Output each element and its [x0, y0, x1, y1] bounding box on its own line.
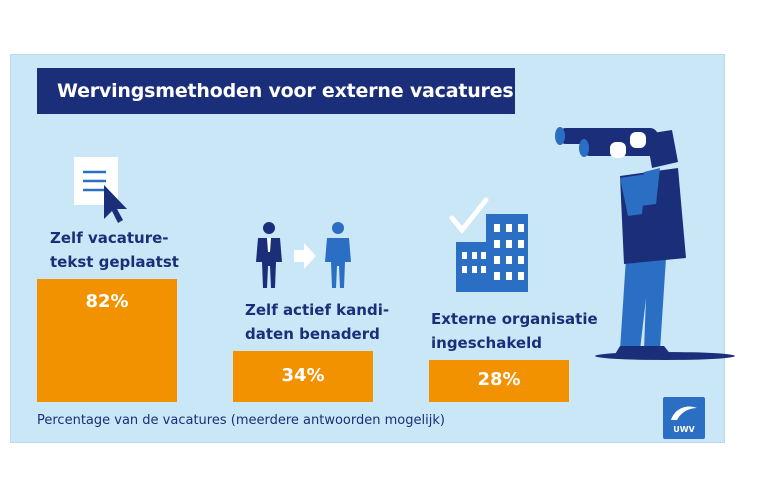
bar-value-label-2: 34%: [281, 364, 325, 386]
uwv-logo: UWV: [663, 397, 705, 439]
logo-text: UWV: [673, 425, 695, 434]
bar-externe-organisatie: [429, 360, 569, 402]
bar-value-label-3: 28%: [477, 369, 521, 390]
logo-swoosh-icon: [671, 406, 697, 420]
category-label-2: Zelf actief kandi- daten benaderd: [245, 301, 390, 343]
people-arrow-icon: [256, 222, 351, 288]
bar-zelf-vacaturetekst: [37, 279, 177, 402]
bar-actief-kandidaten: [233, 351, 373, 402]
binoculars-person-illustration: [555, 127, 735, 360]
category-label-1: Zelf vacature- tekst geplaatst: [50, 229, 179, 271]
building-check-icon: [449, 197, 528, 292]
category-label-3: Externe organisatie ingeschakeld: [431, 310, 598, 352]
footnote: Percentage van de vacatures (meerdere an…: [37, 413, 445, 428]
chart-title: Wervingsmethoden voor externe vacatures: [37, 68, 515, 114]
bar-value-label-1: 82%: [85, 291, 129, 312]
document-cursor-icon: [74, 157, 127, 223]
